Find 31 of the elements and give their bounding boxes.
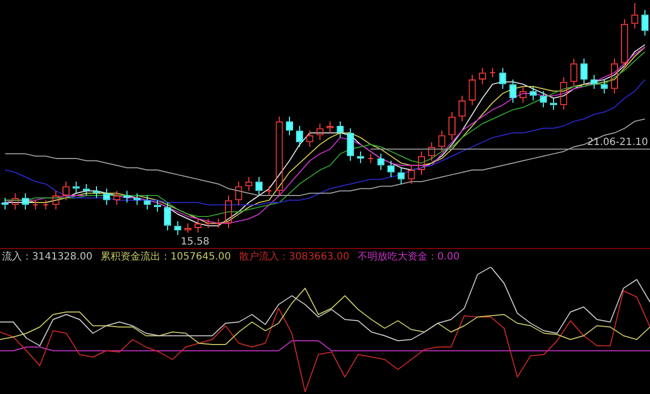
text: 不明放吃大资金：0.00	[357, 250, 460, 263]
candlestick	[368, 153, 374, 164]
candlestick	[590, 74, 598, 90]
candlestick	[144, 195, 151, 210]
candlestick	[356, 150, 364, 164]
candlestick	[215, 218, 222, 229]
text: 流入：3141328.00	[2, 250, 92, 263]
text: 累积资金流出：1057645.00	[100, 250, 231, 263]
candlestick	[42, 200, 49, 210]
annotation: 21.06-21.10	[587, 136, 648, 148]
candlestick	[346, 128, 354, 162]
candlestick	[82, 183, 90, 196]
candlestick	[530, 86, 537, 101]
candlestick	[490, 67, 496, 78]
candlestick	[22, 192, 29, 210]
candlestick	[32, 200, 39, 210]
candlestick	[2, 197, 9, 210]
candlestick	[123, 190, 131, 204]
candlestick	[540, 90, 547, 108]
text: 15.58	[180, 236, 210, 248]
candlestick	[266, 186, 272, 196]
text: 散户流入：3083663.00	[238, 250, 350, 263]
candlestick	[580, 58, 588, 85]
candlestick	[509, 79, 516, 104]
candlestick	[398, 167, 405, 184]
candlestick	[103, 188, 110, 206]
candlestick	[164, 202, 172, 231]
candlestick	[600, 79, 608, 94]
candlestick	[205, 218, 212, 229]
candlestick	[174, 220, 182, 236]
candlestick	[641, 9, 648, 36]
